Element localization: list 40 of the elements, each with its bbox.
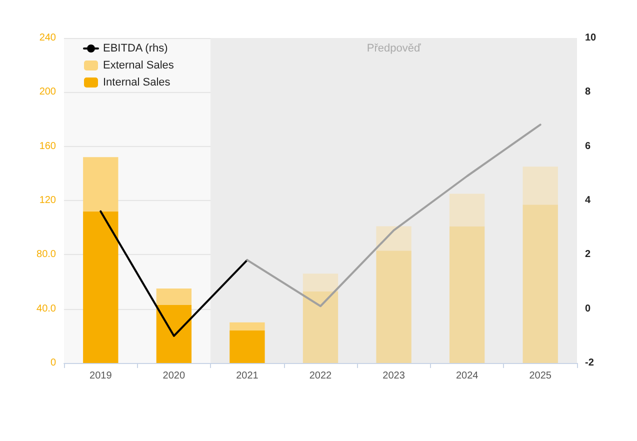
x-tick-label: 2020	[162, 370, 186, 382]
y2-tick-label: 10	[585, 32, 597, 44]
bar	[156, 288, 192, 305]
line-series	[246, 124, 542, 308]
y-tick-label: 160	[39, 140, 56, 152]
x-tick-label: 2019	[90, 370, 112, 382]
bar	[522, 204, 558, 363]
y2-tick-label: 2	[585, 249, 591, 260]
y2-tick-label: 4	[585, 195, 591, 206]
x-tick-label: 2022	[309, 370, 332, 382]
x-tick-label: 2023	[382, 370, 406, 382]
bar	[156, 304, 192, 363]
legend-label: External Sales	[103, 60, 174, 72]
x-tick-label: 2024	[456, 370, 479, 382]
band-label: Předpověď	[366, 42, 421, 54]
y2-tick-label: 0	[585, 303, 591, 314]
bar	[230, 330, 265, 363]
x-tick-label: 2021	[236, 370, 259, 382]
bar	[302, 274, 338, 292]
y-tick-label: 40.0	[36, 303, 56, 314]
bar	[302, 291, 338, 363]
bar	[83, 211, 118, 363]
bar	[522, 166, 558, 205]
y2-tick-label: 6	[585, 140, 591, 152]
bar	[449, 226, 485, 363]
y-tick-label: 120	[39, 195, 56, 206]
legend-label: EBITDA (rhs)	[103, 42, 168, 54]
y2-tick-label: 8	[585, 86, 591, 98]
bar	[449, 194, 485, 226]
y-tick-label: 80.0	[36, 249, 56, 260]
y-tick-label: 200	[39, 86, 56, 98]
legend-label: Internal Sales	[103, 76, 171, 88]
y2-tick-label: -2	[585, 358, 594, 368]
bar	[376, 250, 412, 363]
bar	[230, 322, 265, 330]
y-tick-label: 0	[50, 358, 56, 368]
y-tick-label: 240	[39, 32, 56, 44]
bar	[83, 157, 118, 212]
x-tick-label: 2025	[529, 370, 552, 382]
bar	[376, 226, 412, 251]
